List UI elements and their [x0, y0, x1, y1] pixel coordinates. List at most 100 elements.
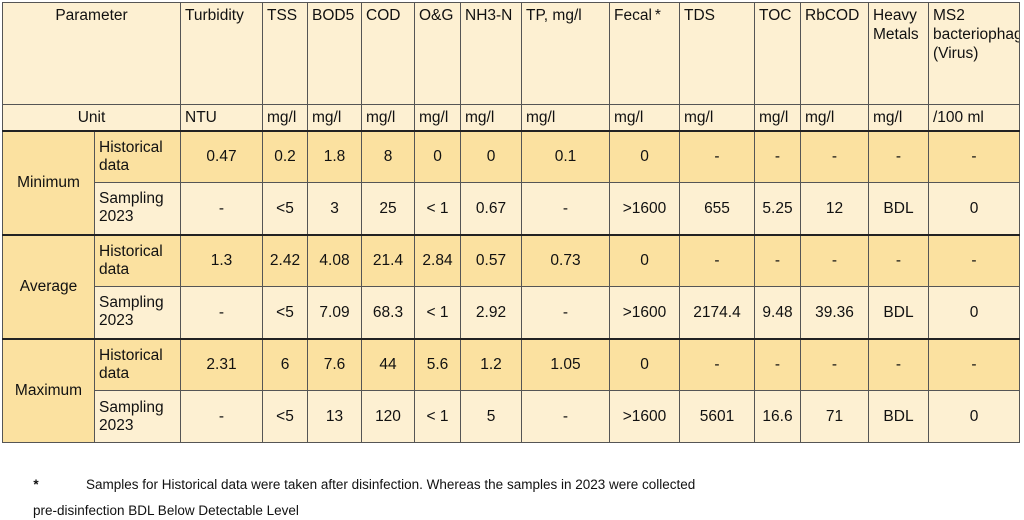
table-row: Sampling 2023- <5 13 120 < 1 5- >1600 5601 16.6 7…	[3, 390, 1020, 443]
value-cell: 3	[307, 182, 362, 235]
value-cell: -	[521, 390, 610, 443]
value-cell: 39.36	[800, 286, 869, 339]
value-cell: -	[928, 129, 1020, 183]
column-header-label: TDS	[684, 7, 715, 24]
value-cell: -	[800, 129, 869, 183]
value-cell: 2.42	[262, 233, 308, 287]
value-cell: 0.47	[180, 129, 263, 183]
value-cell: 1.2	[460, 337, 522, 391]
value-cell: <5	[262, 390, 308, 443]
value-cell: 0	[609, 233, 680, 287]
value-cell: 0.73	[521, 233, 610, 287]
value-cell: 5.25	[754, 182, 801, 235]
value-cell: 16.6	[754, 390, 801, 443]
row-label: Sampling 2023	[94, 182, 181, 235]
column-header-label: TOC	[759, 7, 792, 24]
table-row: Minimum Historical data 0.47 0.2 1.8 8 0 0 0.1 0-…	[2, 129, 1020, 235]
value-cell: >1600	[609, 390, 680, 443]
value-cell: 0	[460, 129, 522, 183]
table-row: Maximum Historical data 2.31 6 7.6 44 5.6 1.2 1.…	[2, 337, 1020, 443]
value-cell: < 1	[414, 182, 461, 235]
value-cell: BDL	[868, 390, 929, 443]
value-cell: 655	[679, 182, 755, 235]
column-header: O&G	[414, 2, 461, 105]
table-row: Sampling 2023- <5 3 25 < 1 0.67- >1600 655 5.25 1…	[3, 182, 1020, 235]
value-cell: -	[928, 233, 1020, 287]
value-cell: BDL	[868, 286, 929, 339]
column-header: TSS	[262, 2, 308, 105]
value-cell: 2.92	[460, 286, 522, 339]
unit-cell: mg/l	[868, 104, 929, 131]
column-header: TDS	[679, 2, 755, 105]
column-header: RbCOD	[800, 2, 869, 105]
value-cell: 21.4	[361, 233, 415, 287]
value-cell: -	[180, 286, 263, 339]
value-cell: 7.6	[307, 337, 362, 391]
value-cell: <5	[262, 286, 308, 339]
value-cell: >1600	[609, 286, 680, 339]
footnote-line-1: * Samples for Historical data were taken …	[0, 477, 695, 492]
table-row: Sampling 2023- <5 7.09 68.3 < 1 2.92- >1600 217…	[3, 286, 1020, 339]
column-header: Fecal *	[609, 2, 680, 105]
column-header-label: Fecal	[614, 7, 652, 24]
value-cell: -	[754, 233, 801, 287]
unit-cell: mg/l	[262, 104, 308, 131]
column-header-label: COD	[366, 7, 401, 24]
value-cell: 2174.4	[679, 286, 755, 339]
row-label: Historical data	[94, 233, 181, 287]
column-header-label: BOD5	[312, 7, 355, 24]
table-row: Average Historical data 1.3 2.42 4.08 21.4 2.8…	[2, 233, 1020, 339]
value-cell: 25	[361, 182, 415, 235]
value-cell: 8	[361, 129, 415, 183]
value-cell: -	[928, 337, 1020, 391]
value-cell: < 1	[414, 286, 461, 339]
group-label: Average	[2, 233, 95, 339]
column-header: NH3-N	[460, 2, 522, 105]
unit-cell: mg/l	[460, 104, 522, 131]
column-header: TP, mg/l	[521, 2, 610, 105]
unit-cell: mg/l	[609, 104, 680, 131]
fecal-asterisk-mark: *	[654, 7, 661, 24]
row-label: Historical data	[94, 129, 181, 183]
value-cell: 12	[800, 182, 869, 235]
value-cell: 0.2	[262, 129, 308, 183]
value-cell: >1600	[609, 182, 680, 235]
value-cell: 0.67	[460, 182, 522, 235]
value-cell: 120	[361, 390, 415, 443]
unit-cell: mg/l	[679, 104, 755, 131]
column-header-label: MS2 bacteriophage (Virus)	[933, 7, 1019, 62]
value-cell: 71	[800, 390, 869, 443]
column-header: BOD5	[307, 2, 362, 105]
value-cell: -	[679, 337, 755, 391]
parameter-header: Parameter	[2, 2, 181, 105]
unit-header: Unit	[2, 104, 181, 131]
unit-cell: mg/l	[754, 104, 801, 131]
unit-cell: mg/l	[800, 104, 869, 131]
value-cell: -	[868, 129, 929, 183]
value-cell: 0	[414, 129, 461, 183]
footnote-text-1: Samples for Historical data were taken a…	[86, 477, 696, 492]
column-header: COD	[361, 2, 415, 105]
unit-cell: mg/l	[521, 104, 610, 131]
water-quality-table: Parameter Turbidity TSS BOD5 COD O&G NH3-N TP, …	[2, 2, 1020, 443]
column-header: MS2 bacteriophage (Virus)	[928, 2, 1020, 105]
value-cell: 9.48	[754, 286, 801, 339]
value-cell: 6	[262, 337, 308, 391]
value-cell: -	[800, 233, 869, 287]
group-label: Maximum	[2, 337, 95, 443]
column-header: TOC	[754, 2, 801, 105]
value-cell: 5601	[679, 390, 755, 443]
column-header-label: Turbidity	[185, 7, 244, 24]
value-cell: 13	[307, 390, 362, 443]
value-cell: 0.1	[521, 129, 610, 183]
column-header-label: RbCOD	[805, 7, 860, 24]
unit-cell: mg/l	[414, 104, 461, 131]
footnote-line-2: pre-disinfection BDL Below Detectable Le…	[33, 503, 299, 518]
value-cell: -	[180, 182, 263, 235]
value-cell: -	[754, 129, 801, 183]
value-cell: -	[521, 286, 610, 339]
asterisk-mark: *	[33, 477, 39, 492]
column-header-label: Heavy Metals	[873, 7, 919, 43]
value-cell: 7.09	[307, 286, 362, 339]
value-cell: -	[754, 337, 801, 391]
